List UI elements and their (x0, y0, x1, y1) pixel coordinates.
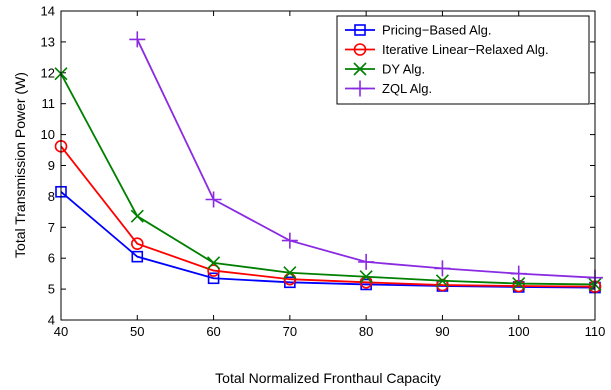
legend-label: ZQL Alg. (382, 81, 432, 96)
legend: Pricing−Based Alg. Iterative Linear−Relax… (336, 15, 590, 105)
x-tick-label: 60 (206, 324, 220, 339)
x-tick-label: 100 (508, 324, 530, 339)
plot-frame (60, 10, 596, 321)
y-tick-label: 6 (48, 251, 55, 266)
series-line (60, 191, 596, 289)
data-point (510, 265, 527, 282)
x-axis-label: Total Normalized Fronthaul Capacity (215, 370, 441, 386)
y-tick-label: 5 (48, 282, 55, 297)
y-tick-label: 12 (41, 65, 55, 80)
legend-item: DY Alg. (345, 62, 425, 77)
legend-marker (353, 62, 367, 76)
data-point (359, 270, 373, 284)
legend-label: Iterative Linear−Relaxed Alg. (382, 42, 549, 57)
legend-item: Iterative Linear−Relaxed Alg. (345, 42, 549, 57)
data-point (283, 266, 297, 280)
y-tick-label: 7 (48, 220, 55, 235)
x-tick-label: 50 (130, 324, 144, 339)
legend-marker (352, 80, 368, 97)
x-tick-label: 90 (435, 324, 449, 339)
data-point (434, 260, 451, 277)
y-tick-label: 8 (48, 189, 55, 204)
legend-label: Pricing−Based Alg. (382, 23, 491, 38)
data-point (281, 232, 298, 249)
x-tick-label: 40 (54, 324, 68, 339)
data-point (207, 256, 221, 270)
x-tick-label: 80 (359, 324, 373, 339)
y-tick-label: 4 (48, 313, 55, 328)
data-point (130, 237, 144, 250)
y-axis-label: Total Transmission Power (W) (12, 72, 28, 258)
data-point (130, 209, 144, 223)
y-tick-label: 9 (48, 158, 55, 173)
data-point (207, 264, 220, 277)
data-point (512, 276, 526, 291)
data-point (131, 250, 144, 263)
x-tick-label: 70 (283, 324, 297, 339)
data-point (205, 191, 222, 208)
y-tick-label: 10 (41, 127, 55, 142)
legend-box (336, 15, 590, 105)
series-line (60, 145, 596, 288)
legend-marker (354, 24, 366, 36)
legend-marker (353, 43, 367, 56)
data-point (207, 272, 220, 285)
y-tick-label: 14 (41, 4, 55, 19)
data-point (435, 274, 449, 288)
y-tick-label: 13 (41, 34, 55, 49)
y-tick-label: 11 (42, 96, 56, 111)
legend-item: ZQL Alg. (345, 80, 432, 97)
legend-item: Pricing−Based Alg. (345, 23, 491, 38)
x-tick-label: 110 (585, 324, 606, 339)
data-point (358, 253, 375, 270)
data-point (129, 31, 146, 48)
axis-ticks: 40 50 60 70 80 90 100 110 4 5 6 7 8 9 10 11 12 13 14 (41, 4, 606, 340)
legend-label: DY Alg. (382, 62, 425, 77)
data-point (436, 278, 449, 292)
series-line (60, 73, 596, 286)
